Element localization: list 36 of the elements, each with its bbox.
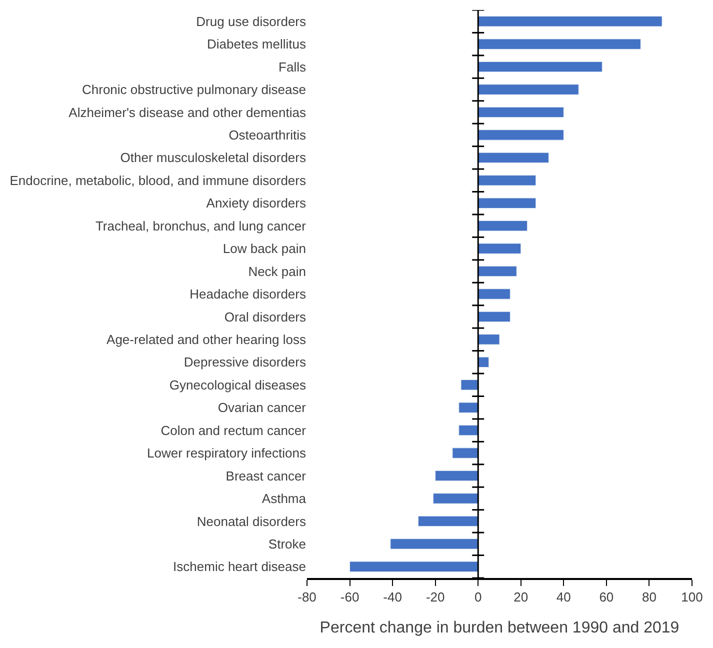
x-tick-label: 100 <box>681 589 703 604</box>
y-tick-label: Low back pain <box>222 241 306 256</box>
y-tick-label: Ovarian cancer <box>218 400 307 416</box>
y-tick-label: Neonatal disorders <box>196 514 306 529</box>
x-tick-label: -40 <box>383 589 402 604</box>
y-tick-label: Age-related and other hearing loss <box>106 332 306 347</box>
x-tick-label: 40 <box>556 589 571 604</box>
x-tick-label: 60 <box>599 589 614 604</box>
y-tick-label: Alzheimer's disease and other dementias <box>68 104 306 120</box>
y-tick-label: Oral disorders <box>224 309 306 324</box>
y-tick-label: Asthma <box>262 491 307 506</box>
y-tick-label: Other musculoskeletal disorders <box>120 150 306 166</box>
y-tick-label: Chronic obstructive pulmonary disease <box>82 82 306 98</box>
y-tick-label: Drug use disorders <box>196 14 306 29</box>
x-tick-label: 80 <box>642 589 656 604</box>
y-tick-label: Endocrine, metabolic, blood, and immune disorders <box>10 172 306 188</box>
x-tick-label: -20 <box>426 589 445 604</box>
y-tick-label: Anxiety disorders <box>206 196 306 211</box>
y-tick-label: Ischemic heart disease <box>173 559 306 574</box>
y-tick-label: Breast cancer <box>226 468 307 484</box>
y-tick-label: Diabetes mellitus <box>207 36 306 52</box>
y-tick-label: Osteoarthritis <box>228 128 306 143</box>
x-tick-label: 20 <box>514 589 528 604</box>
x-tick-label: 0 <box>474 589 482 604</box>
y-tick-label: Gynecological diseases <box>169 377 306 392</box>
y-tick-label: Colon and rectum cancer <box>160 422 307 438</box>
y-tick-label: Depressive disorders <box>184 354 306 370</box>
y-tick-label: Stroke <box>268 536 306 552</box>
y-tick-label: Lower respiratory infections <box>147 446 306 461</box>
y-tick-label: Headache disorders <box>190 286 306 302</box>
x-tick-label: -80 <box>298 589 316 604</box>
y-tick-label: Neck pain <box>248 264 306 279</box>
x-tick-label: -60 <box>340 589 360 604</box>
x-axis-title: Percent change in burden between 1990 and 2019 <box>320 620 680 637</box>
y-tick-label: Tracheal, bronchus, and lung cancer <box>95 218 307 234</box>
y-tick-label: Falls <box>278 59 306 74</box>
